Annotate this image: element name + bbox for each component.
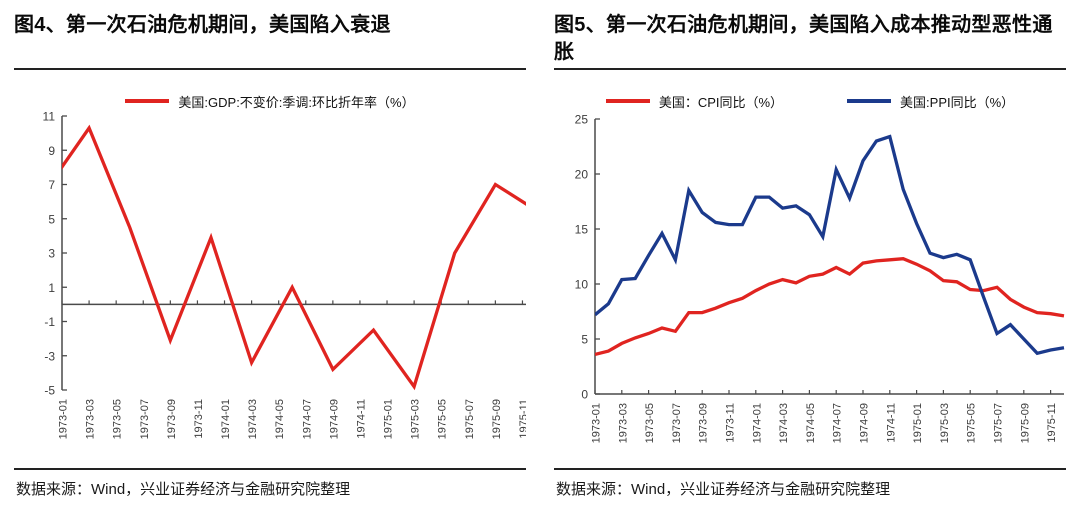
panel-fig5: 图5、第一次石油危机期间，美国陷入成本推动型恶性通胀 美国：CPI同比（%） 美国… — [540, 0, 1080, 499]
y-tick-label: 15 — [575, 223, 589, 237]
y-tick-label: -1 — [44, 315, 55, 329]
x-tick-label: 1974-11 — [885, 403, 897, 443]
fig4-legend: 美国:GDP:不变价:季调:环比折年率（%） — [14, 90, 526, 112]
series-line-1 — [595, 134, 1065, 356]
y-tick-label: 1 — [48, 281, 55, 295]
x-tick-label: 1974-05 — [274, 399, 286, 439]
x-tick-label: 1974-07 — [301, 399, 313, 439]
fig5-title-divider — [554, 68, 1066, 70]
y-tick-label: 3 — [48, 247, 55, 261]
x-tick-label: 1973-09 — [698, 403, 710, 443]
x-tick-label: 1973-11 — [193, 399, 205, 439]
y-tick-label: 5 — [581, 333, 588, 347]
x-tick-label: 1973-01 — [591, 403, 603, 443]
x-tick-label: 1974-11 — [355, 399, 367, 439]
x-tick-label: 1975-09 — [491, 399, 503, 439]
panel-fig4: 图4、第一次石油危机期间，美国陷入衰退 美国:GDP:不变价:季调:环比折年率（… — [0, 0, 540, 499]
x-tick-label: 1974-07 — [832, 403, 844, 443]
x-tick-label: 1975-03 — [939, 403, 951, 443]
x-tick-label: 1973-11 — [725, 403, 737, 443]
legend-label: 美国:PPI同比（%） — [900, 94, 1015, 110]
fig5-cpi-ppi-line-chart: 0 5 10 15 20 25 1973-01 1973-03 1973-05 1973-07 19… — [575, 113, 1065, 443]
x-tick-label: 1973-07 — [671, 403, 683, 443]
series-line-0 — [62, 124, 526, 391]
x-tick-label: 1974-01 — [220, 399, 232, 439]
legend-line-swatch — [605, 99, 650, 103]
x-tick-label: 1975-05 — [966, 403, 978, 443]
x-tick-label: 1975-03 — [410, 399, 422, 439]
y-tick-label: 11 — [43, 112, 56, 124]
x-tick-label: 1975-05 — [437, 399, 449, 439]
y-tick-label: -3 — [44, 349, 55, 363]
x-tick-label: 1973-05 — [112, 399, 124, 439]
y-tick-label: 7 — [48, 178, 55, 192]
legend-line-swatch — [125, 99, 170, 103]
x-tick-label: 1975-01 — [912, 403, 924, 443]
x-tick-label: 1974-03 — [778, 403, 790, 443]
y-tick-label: 10 — [575, 278, 589, 292]
x-tick-label: 1975-11 — [518, 399, 526, 439]
fig5-source: 数据来源：Wind，兴业证券经济与金融研究院整理 — [556, 481, 891, 498]
fig4-source-divider — [14, 468, 526, 470]
legend-item: 美国：CPI同比（%） — [605, 92, 784, 111]
x-tick-label: 1973-07 — [139, 399, 151, 439]
legend-item: 美国:GDP:不变价:季调:环比折年率（%） — [125, 92, 415, 111]
x-tick-label: 1973-09 — [166, 399, 178, 439]
series-line-0 — [595, 257, 1065, 357]
y-tick-label: 0 — [581, 388, 588, 402]
x-tick-label: 1974-03 — [247, 399, 259, 439]
y-tick-label: 9 — [48, 144, 55, 158]
y-tick-label: 5 — [48, 212, 55, 226]
fig5-title: 图5、第一次石油危机期间，美国陷入成本推动型恶性通胀 — [554, 14, 1053, 63]
legend-line-swatch — [847, 99, 892, 103]
x-tick-label: 1973-03 — [617, 403, 629, 443]
y-tick-label: 20 — [575, 168, 589, 182]
x-tick-label: 1975-01 — [383, 399, 395, 439]
x-tick-label: 1973-05 — [644, 403, 656, 443]
legend-label: 美国：CPI同比（%） — [658, 94, 784, 110]
x-tick-label: 1973-03 — [85, 399, 97, 439]
x-tick-label: 1975-07 — [464, 399, 476, 439]
legend-item: 美国:PPI同比（%） — [847, 92, 1014, 111]
x-tick-label: 1975-09 — [1019, 403, 1031, 443]
fig5-legend: 美国：CPI同比（%） 美国:PPI同比（%） — [554, 90, 1066, 112]
x-tick-label: 1974-01 — [751, 403, 763, 443]
fig5-source-divider — [554, 468, 1066, 470]
figure-row: 图4、第一次石油危机期间，美国陷入衰退 美国:GDP:不变价:季调:环比折年率（… — [0, 0, 1080, 499]
y-tick-label: 25 — [575, 113, 589, 127]
x-tick-label: 1973-01 — [58, 399, 70, 439]
x-tick-label: 1974-05 — [805, 403, 817, 443]
x-tick-label: 1975-07 — [993, 403, 1005, 443]
fig4-source: 数据来源：Wind，兴业证券经济与金融研究院整理 — [16, 481, 351, 498]
x-tick-label: 1975-11 — [1046, 403, 1058, 443]
fig4-title-divider — [14, 68, 526, 70]
x-tick-label: 1974-09 — [859, 403, 871, 443]
x-tick-label: 1974-09 — [328, 399, 340, 439]
y-tick-label: -5 — [44, 384, 55, 398]
fig4-title: 图4、第一次石油危机期间，美国陷入衰退 — [14, 14, 391, 36]
legend-label: 美国:GDP:不变价:季调:环比折年率（%） — [178, 94, 415, 110]
